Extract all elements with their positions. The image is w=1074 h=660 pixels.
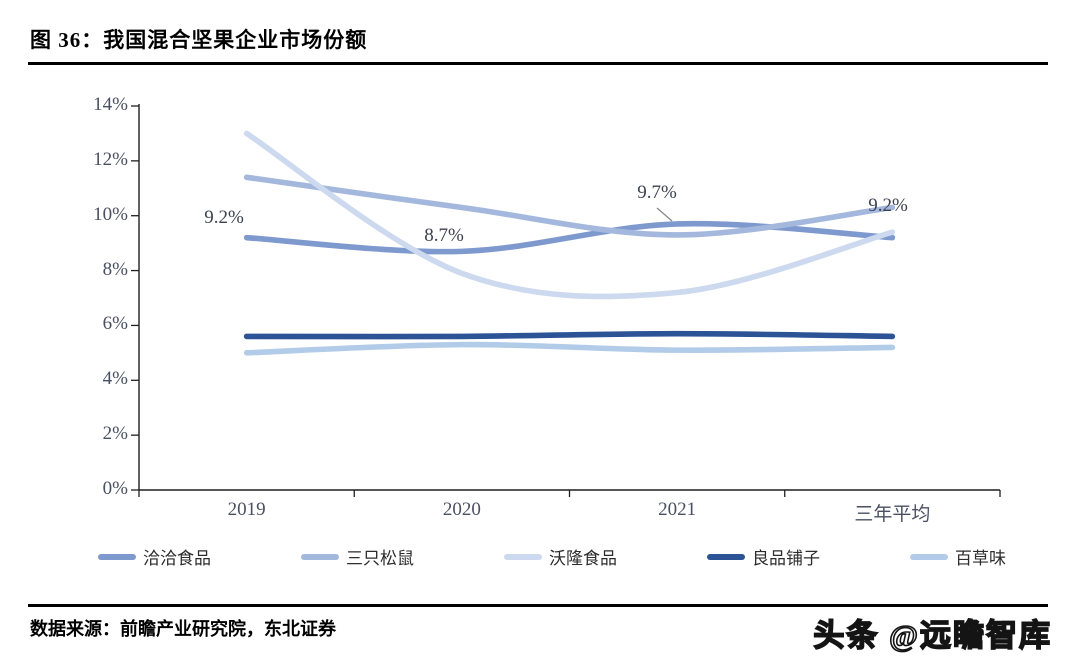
y-axis-tick-label: 8% [102,258,128,280]
y-axis-tick-label: 14% [93,94,128,115]
watermark-text: 头条 @远瞻智库 [813,617,1052,654]
legend-label: 百草味 [955,549,1006,568]
legend-label: 良品铺子 [752,549,820,568]
legend-swatch-icon [910,553,948,560]
x-axis-category-label: 2020 [442,499,481,520]
legend-label: 三只松鼠 [346,549,414,568]
legend-swatch-icon [707,553,745,560]
legend-item: 良品铺子 [707,544,820,569]
legend-item: 三只松鼠 [301,544,414,569]
data-source-note: 数据来源：前瞻产业研究院，东北证券 [30,619,336,639]
legend-item: 洽洽食品 [98,544,211,569]
data-label-2020: 8.7% [424,225,464,246]
figure-title: 图 36：我国混合坚果企业市场份额 [30,28,368,52]
y-axis-tick-label: 6% [102,313,128,335]
x-axis-category-label: 2021 [658,499,697,520]
y-axis-tick-label: 0% [102,478,128,499]
legend-label: 沃隆食品 [549,549,617,568]
y-axis-tick-label: 4% [102,368,128,390]
legend-item: 沃隆食品 [504,544,617,569]
legend-swatch-icon [504,553,542,560]
footer-divider [28,604,1048,607]
legend-item: 百草味 [910,544,1006,569]
title-divider [28,62,1048,65]
data-label-2019: 9.2% [204,207,244,228]
legend-swatch-icon [98,553,136,560]
x-axis-category-label: 三年平均 [854,504,931,525]
y-axis-tick-label: 2% [102,423,128,445]
legend-label: 洽洽食品 [143,549,211,568]
y-axis-tick-label: 12% [93,148,128,170]
y-axis-tick-label: 10% [93,203,128,225]
x-axis-category-label: 2019 [227,499,266,520]
line-chart-canvas [131,104,1001,497]
legend-swatch-icon [301,553,339,560]
data-label-2021: 9.7% [637,182,677,203]
chart-legend: 洽洽食品 三只松鼠 沃隆食品 良品铺子 百草味 [98,544,1006,569]
data-label-average: 9.2% [868,195,908,216]
